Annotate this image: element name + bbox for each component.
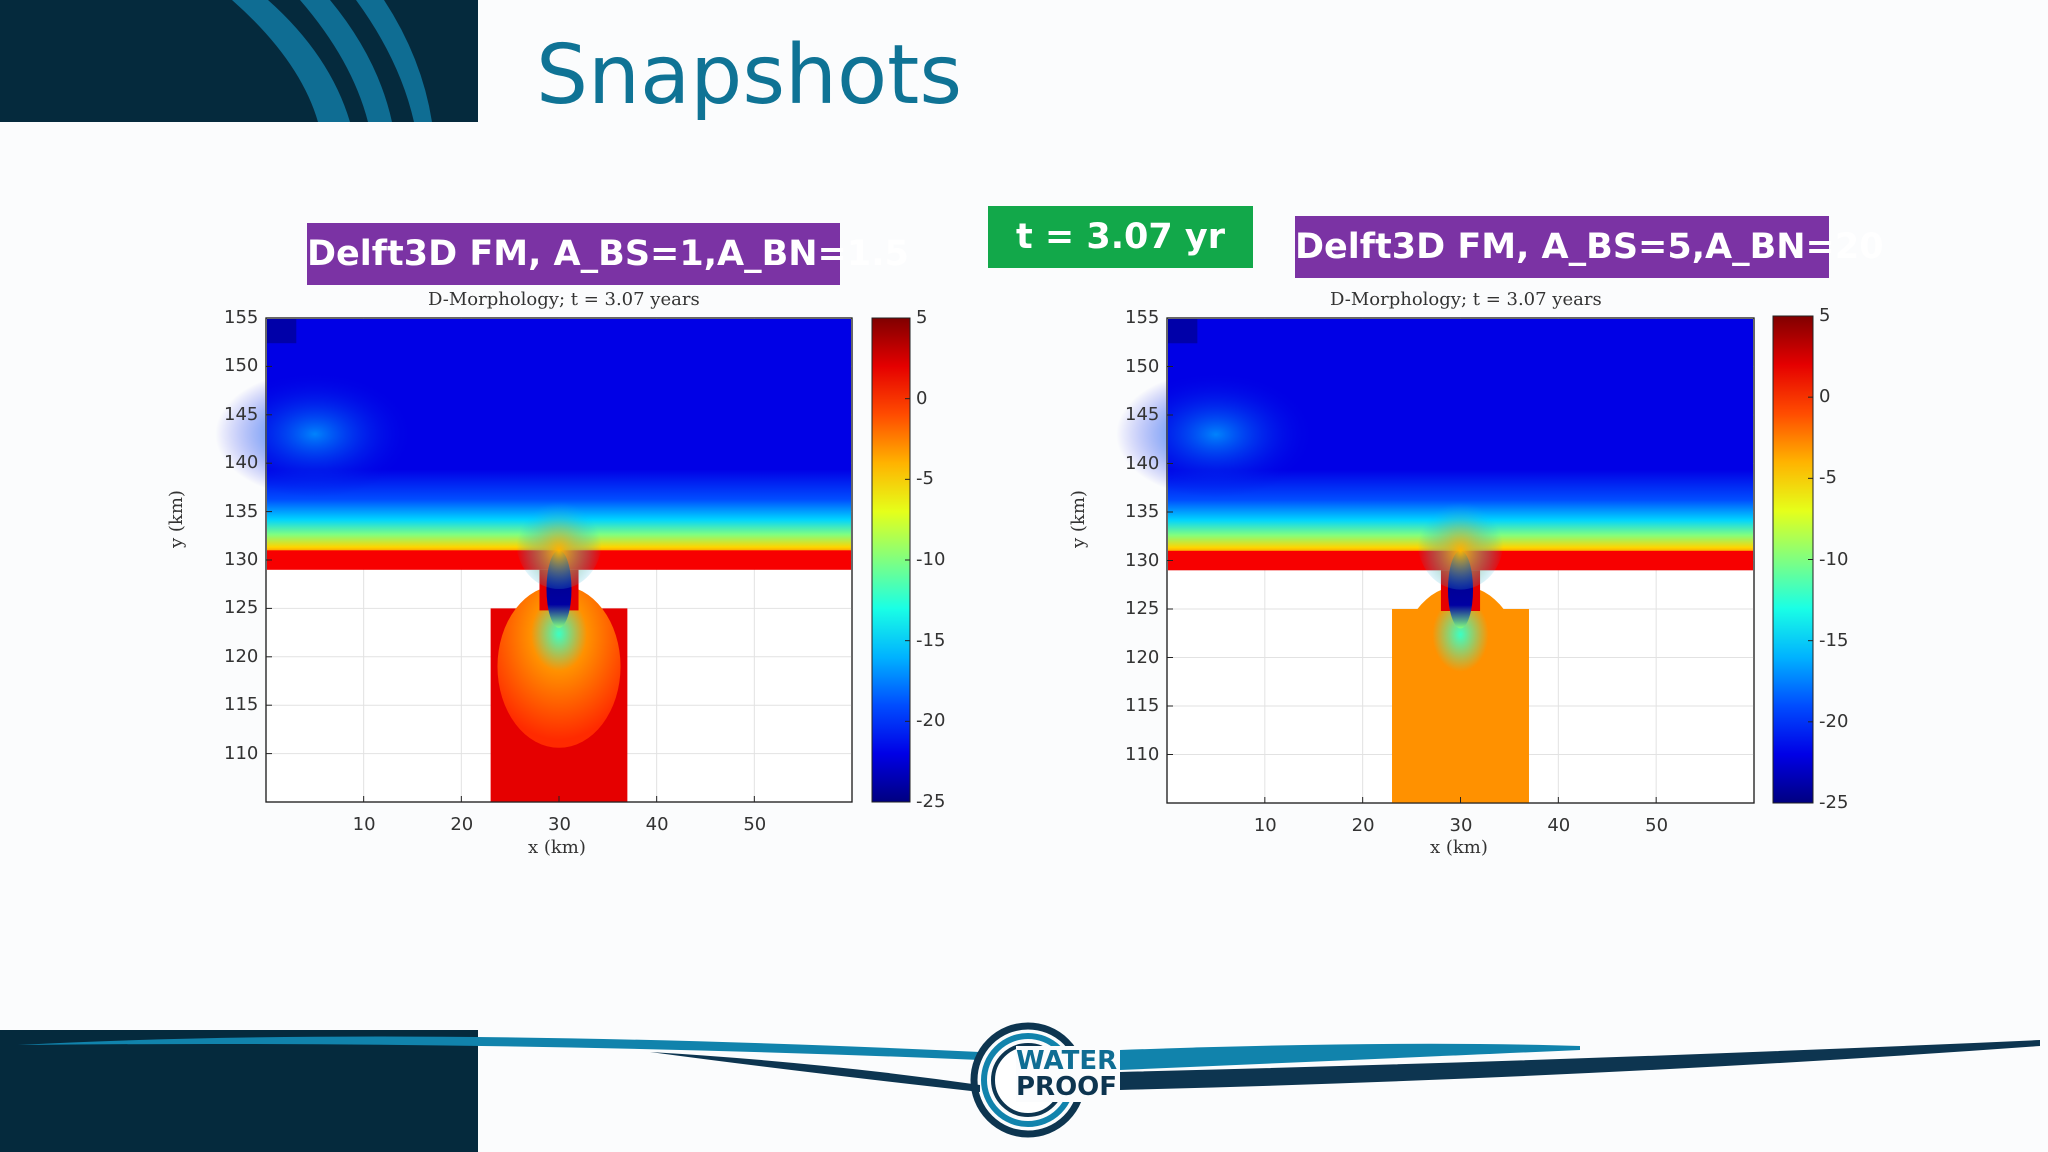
x-tick-label: 40: [645, 814, 669, 835]
y-tick-label: 135: [224, 500, 259, 522]
heatmap-panel-1: [1116, 315, 1814, 804]
x-tick-label: 50: [1645, 815, 1669, 836]
colorbar-tick-label: -25: [916, 791, 946, 812]
colorbar-tick-label: -20: [1819, 710, 1849, 732]
footer-wave-right-blue: [1120, 1043, 1580, 1070]
x-tick-label: 30: [548, 814, 571, 835]
colorbar-tick-label: -20: [916, 710, 946, 732]
y-tick-label: 110: [1125, 743, 1160, 765]
footer-wave-blue: [18, 1036, 980, 1060]
x-tick-label: 30: [1449, 815, 1473, 836]
colorbar: [871, 317, 911, 803]
y-tick-label: 145: [1125, 404, 1160, 425]
y-tick-label: 145: [224, 403, 259, 425]
x-tick-label: 20: [450, 814, 474, 835]
logo-text-water: WATER: [1016, 1046, 1118, 1076]
x-tick-label: 10: [352, 814, 376, 835]
chart-title-left: D-Morphology; t = 3.07 years: [428, 289, 700, 310]
x-tick-label: 50: [743, 814, 767, 835]
corner-deep: [267, 319, 297, 344]
colorbar-tick-label: -10: [1819, 548, 1849, 570]
chart-title-right: D-Morphology; t = 3.07 years: [1330, 289, 1602, 310]
y-tick-label: 110: [224, 742, 259, 764]
colorbar-tick-label: -5: [1819, 467, 1837, 489]
y-tick-label: 130: [224, 549, 259, 570]
y-tick-label: 135: [1125, 501, 1160, 522]
ebb-delta: [1417, 492, 1504, 590]
x-tick-label: 10: [1253, 815, 1277, 836]
y-tick-label: 155: [224, 307, 259, 328]
logo-text-proof: PROOF: [1016, 1072, 1118, 1102]
heatmap-panel-0: [215, 317, 911, 803]
colorbar-tick-label: -10: [916, 549, 946, 570]
colorbar-tick-label: 5: [1819, 305, 1831, 326]
y-tick-label: 130: [1125, 549, 1160, 571]
colorbar-tick-label: 5: [916, 307, 928, 328]
time-label: t = 3.07 yr: [988, 206, 1253, 268]
footer-wave-right-dark: [1120, 1040, 2040, 1090]
offshore-shoal: [1116, 371, 1316, 498]
header-arc-3: [356, 0, 432, 122]
footer-wave-dark-left: [650, 1052, 980, 1092]
y-tick-label: 140: [1125, 452, 1160, 474]
xlabel-right: x (km): [1430, 837, 1488, 858]
y-tick-label: 150: [1125, 355, 1160, 377]
panel-label-right: Delft3D FM, A_BS=5,A_BN=20: [1295, 216, 1884, 278]
basin-channel-fan: [1398, 585, 1523, 749]
y-tick-label: 125: [1125, 598, 1160, 619]
y-tick-label: 125: [224, 597, 259, 619]
y-tick-label: 155: [1125, 307, 1160, 328]
basin-channel-fan: [497, 585, 621, 748]
ebb-delta: [516, 492, 602, 590]
offshore-shoal: [215, 371, 415, 498]
y-tick-label: 115: [1125, 695, 1160, 716]
colorbar-tick-label: -5: [916, 468, 934, 490]
colorbar-tick-label: -15: [916, 629, 946, 651]
colorbar-tick-label: 0: [1819, 386, 1831, 408]
slide-title: Snapshots: [536, 28, 963, 123]
xlabel-left: x (km): [528, 837, 586, 858]
x-tick-label: 40: [1547, 815, 1571, 836]
colorbar-tick-label: -15: [1819, 629, 1849, 651]
panel-label-left: Delft3D FM, A_BS=1,A_BN=1.5: [307, 223, 909, 285]
x-tick-label: 20: [1351, 815, 1375, 836]
y-tick-label: 140: [224, 452, 259, 474]
footer-block: [0, 1030, 478, 1152]
y-tick-label: 115: [224, 694, 259, 716]
colorbar-tick-label: 0: [916, 387, 928, 409]
header-arc-1: [232, 0, 350, 122]
y-tick-label: 120: [224, 645, 259, 667]
corner-deep: [1168, 319, 1198, 344]
header-arc-2: [300, 0, 392, 122]
y-tick-label: 120: [1125, 646, 1160, 668]
colorbar-tick-label: -25: [1819, 792, 1849, 813]
colorbar: [1772, 315, 1814, 804]
y-tick-label: 150: [224, 355, 259, 377]
